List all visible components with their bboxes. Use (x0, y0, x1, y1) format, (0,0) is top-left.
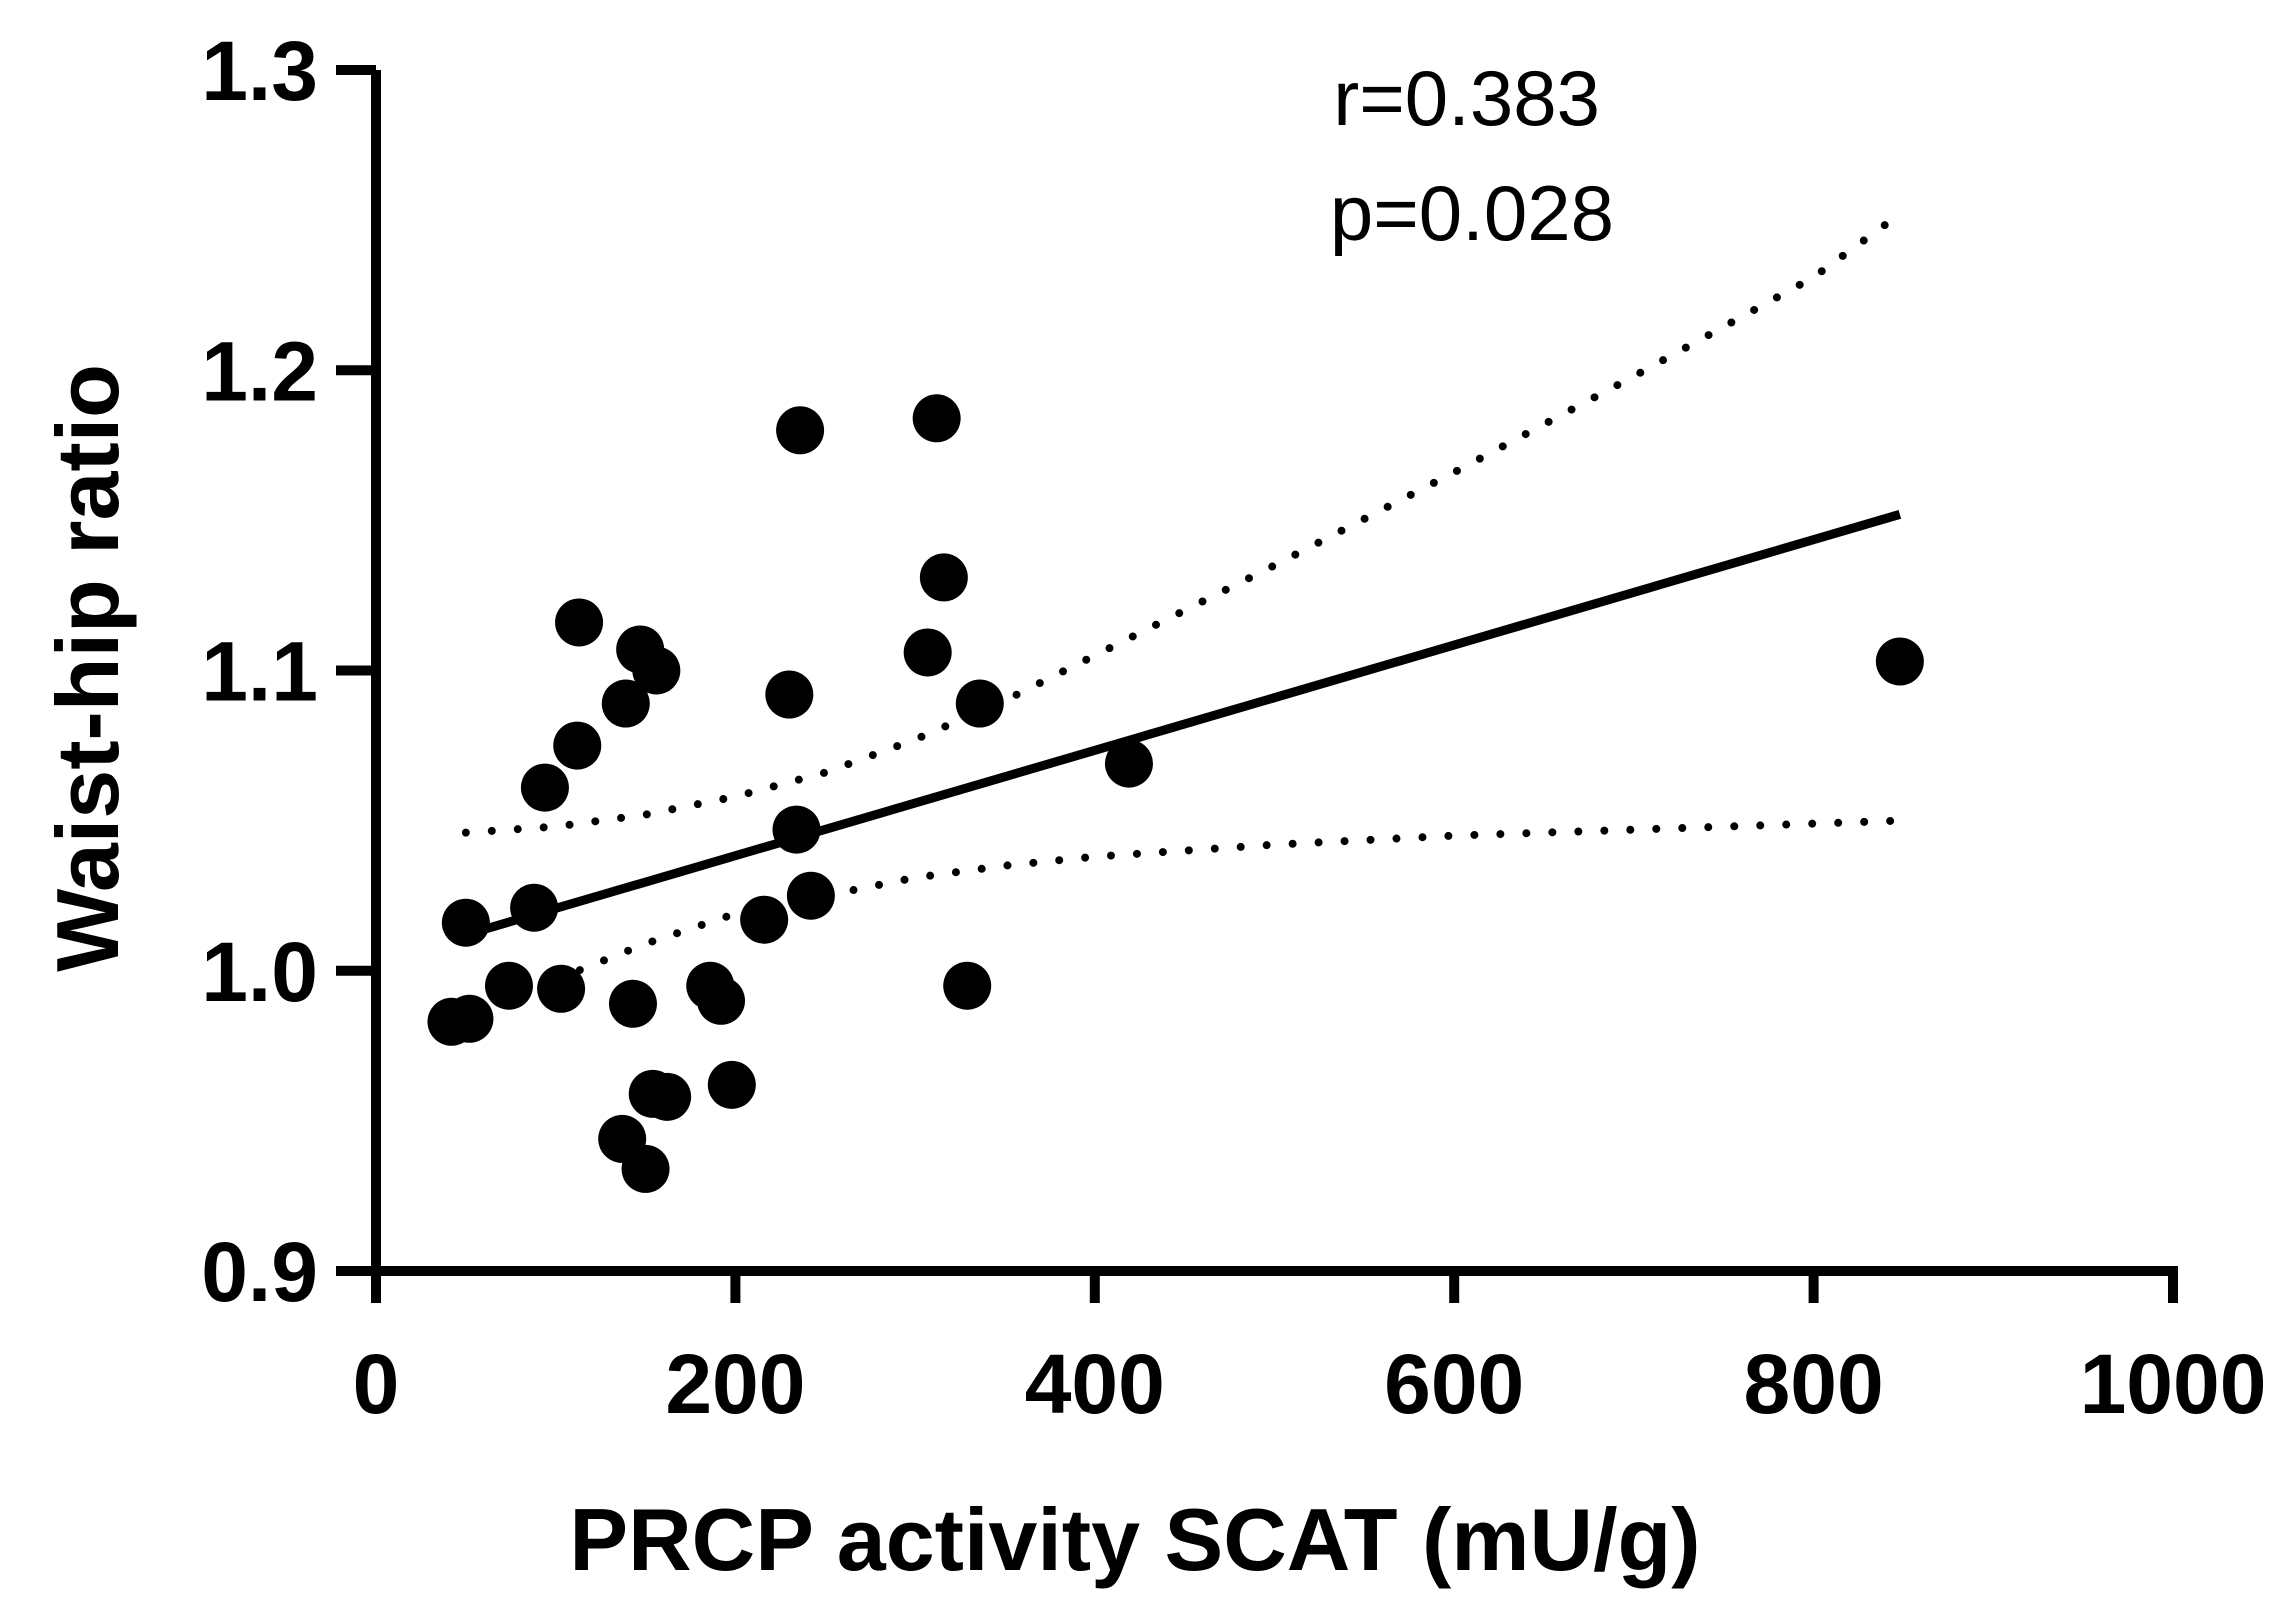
data-point (441, 898, 490, 947)
data-points (427, 394, 1924, 1193)
regression-line (464, 510, 1902, 940)
data-point (919, 553, 968, 602)
data-point (553, 721, 602, 770)
y-axis-title: Waist-hip ratio (38, 364, 137, 972)
data-point (707, 1060, 756, 1109)
x-axis-ticks: 0 200 400 600 800 1000 (353, 1271, 2267, 1431)
x-tick-label: 800 (1744, 1337, 1884, 1431)
x-tick-label: 600 (1384, 1337, 1524, 1431)
y-tick-label: 1.3 (201, 24, 318, 118)
correlation-p-label: p=0.028 (1330, 169, 1614, 257)
confidence-band-upper (461, 210, 1904, 837)
data-point (786, 871, 835, 920)
data-point (1875, 637, 1924, 686)
data-point (537, 964, 586, 1013)
data-point (740, 895, 789, 944)
data-point (643, 1072, 692, 1121)
data-point (943, 961, 992, 1010)
data-point (765, 670, 814, 719)
data-point (912, 394, 961, 443)
data-point (903, 628, 952, 677)
correlation-r-label: r=0.383 (1333, 54, 1600, 142)
data-point (484, 961, 533, 1010)
data-point (955, 679, 1004, 728)
data-point (632, 646, 681, 695)
y-tick-label: 1.0 (201, 925, 318, 1019)
x-tick-label: 1000 (2080, 1337, 2267, 1431)
ci-upper-curve (461, 210, 1904, 837)
data-point (776, 406, 825, 455)
y-axis-ticks: 0.9 1.0 1.1 1.2 1.3 (201, 24, 376, 1319)
y-tick-label: 0.9 (201, 1225, 318, 1319)
x-axis-title: PRCP activity SCAT (mU/g) (569, 1490, 1700, 1589)
data-point (1104, 739, 1153, 788)
y-tick-label: 1.2 (201, 324, 318, 418)
data-point (555, 598, 604, 647)
data-point (601, 679, 650, 728)
y-tick-label: 1.1 (201, 625, 318, 719)
x-tick-label: 400 (1025, 1337, 1165, 1431)
data-point (621, 1144, 670, 1193)
data-point (520, 763, 569, 812)
x-tick-label: 200 (665, 1337, 805, 1431)
data-point (697, 976, 746, 1025)
data-point (608, 979, 657, 1028)
data-point (445, 994, 494, 1043)
x-tick-label: 0 (353, 1337, 400, 1431)
